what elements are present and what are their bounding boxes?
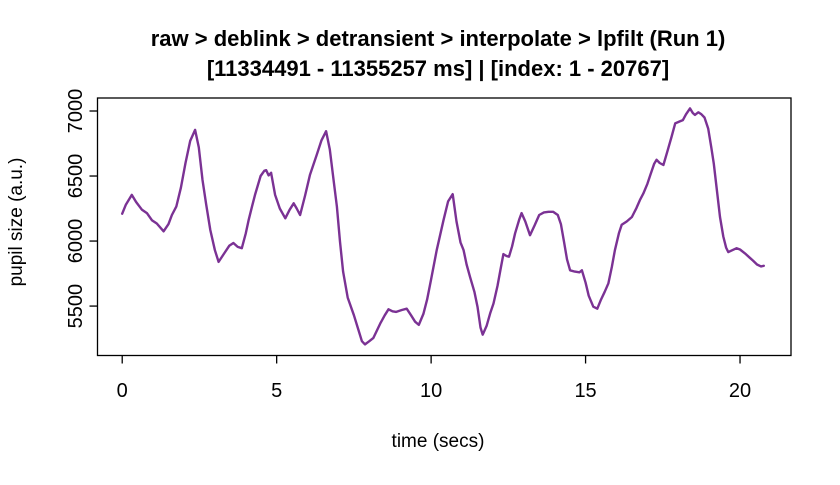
x-tick-label: 15 bbox=[574, 380, 596, 402]
plot-title: raw > deblink > detransient > interpolat… bbox=[150, 26, 726, 51]
y-axis-label: pupil size (a.u.) bbox=[6, 157, 27, 287]
x-tick-label: 5 bbox=[271, 380, 282, 402]
y-tick-label: 6000 bbox=[65, 219, 87, 263]
x-tick-label: 10 bbox=[420, 380, 442, 402]
y-tick-label: 7000 bbox=[65, 89, 87, 134]
pupil-size-line bbox=[120, 107, 765, 346]
x-tick-label: 0 bbox=[117, 380, 128, 402]
x-axis-label: time (secs) bbox=[391, 431, 485, 452]
y-tick-label: 6500 bbox=[65, 154, 87, 199]
y-tick-label: 5500 bbox=[65, 284, 87, 329]
plot-box bbox=[96, 97, 792, 357]
x-tick-label: 20 bbox=[729, 380, 751, 402]
plot-subtitle: [11334491 - 11355257 ms] | [index: 1 - 2… bbox=[206, 56, 670, 81]
